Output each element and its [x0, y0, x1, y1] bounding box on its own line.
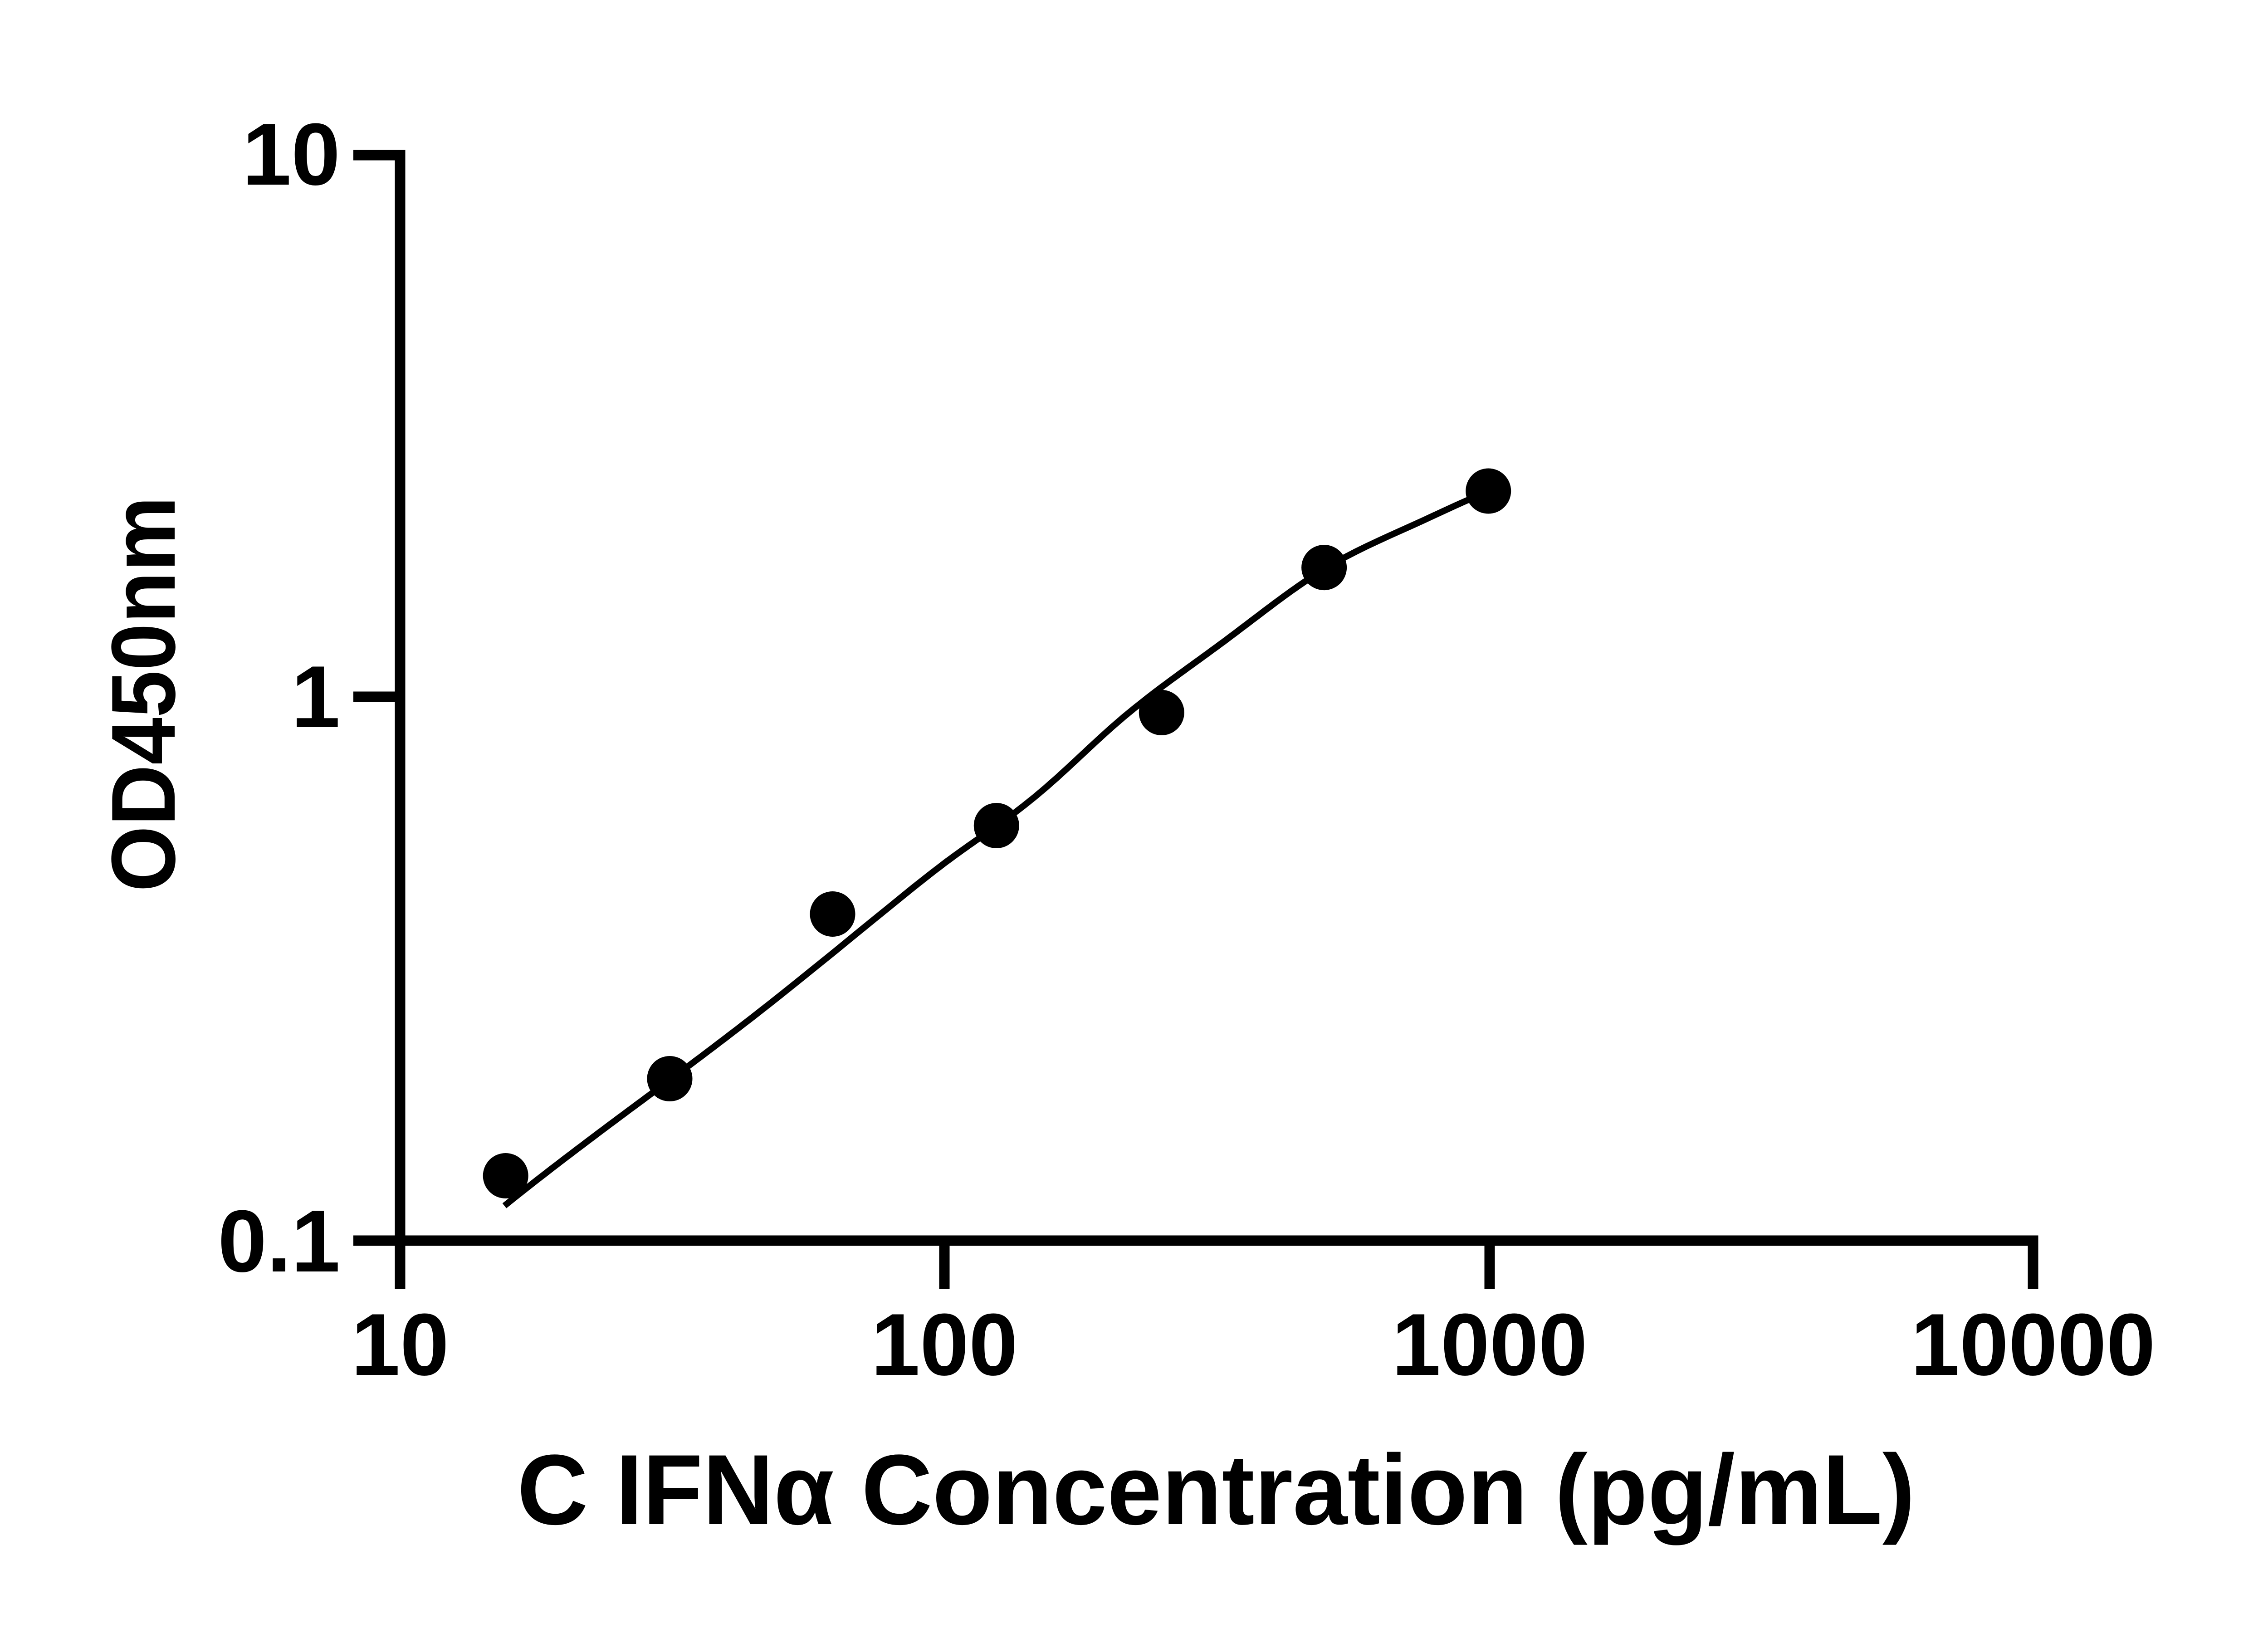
- svg-text:10000: 10000: [1911, 1296, 2155, 1394]
- svg-text:1000: 1000: [1392, 1296, 1588, 1394]
- svg-text:10: 10: [351, 1296, 449, 1394]
- svg-text:10: 10: [242, 105, 340, 204]
- svg-text:1: 1: [291, 648, 340, 746]
- svg-text:0.1: 0.1: [218, 1192, 340, 1291]
- svg-text:OD450nm: OD450nm: [93, 496, 194, 892]
- svg-text:C IFNα Concentration (pg/mL): C IFNα Concentration (pg/mL): [517, 1434, 1915, 1545]
- svg-text:100: 100: [871, 1296, 1018, 1394]
